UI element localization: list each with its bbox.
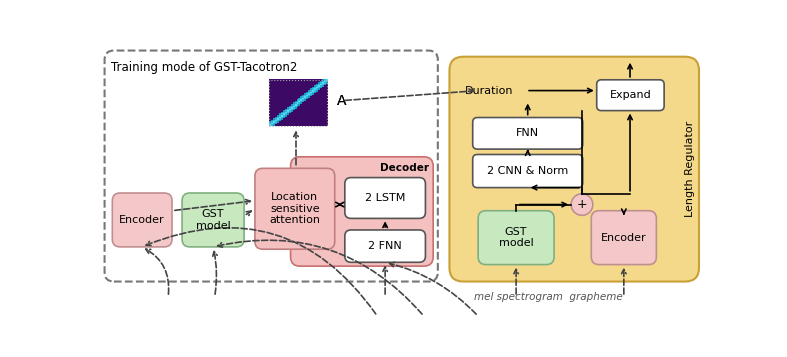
Text: Length Regulator: Length Regulator (685, 121, 695, 217)
FancyBboxPatch shape (255, 169, 334, 249)
Bar (269, 80, 327, 126)
Text: Encoder: Encoder (120, 215, 165, 225)
FancyBboxPatch shape (113, 193, 172, 247)
FancyBboxPatch shape (478, 211, 554, 265)
Text: Training mode of GST-Tacotron2: Training mode of GST-Tacotron2 (111, 61, 297, 74)
Text: A: A (337, 94, 346, 107)
Text: Duration: Duration (465, 86, 513, 96)
FancyBboxPatch shape (473, 155, 582, 187)
Text: FNN: FNN (516, 128, 539, 138)
FancyBboxPatch shape (591, 211, 656, 265)
Text: 2 FNN: 2 FNN (368, 241, 402, 251)
Circle shape (571, 194, 593, 215)
Text: Encoder: Encoder (601, 233, 647, 243)
Text: 2 LSTM: 2 LSTM (365, 193, 405, 203)
FancyBboxPatch shape (473, 117, 582, 149)
FancyBboxPatch shape (449, 57, 699, 282)
Text: mel spectrogram  grapheme: mel spectrogram grapheme (474, 292, 623, 302)
FancyBboxPatch shape (345, 230, 426, 262)
FancyBboxPatch shape (290, 157, 433, 266)
Text: 2 CNN & Norm: 2 CNN & Norm (487, 166, 568, 176)
Text: +: + (577, 198, 587, 211)
Text: GST
model: GST model (499, 227, 534, 248)
Text: Expand: Expand (610, 90, 652, 100)
Text: Location
sensitive
attention: Location sensitive attention (269, 192, 320, 225)
FancyBboxPatch shape (345, 177, 426, 218)
Text: GST
model: GST model (196, 209, 231, 231)
Text: Decoder: Decoder (379, 162, 429, 172)
FancyBboxPatch shape (182, 193, 244, 247)
FancyBboxPatch shape (597, 80, 664, 111)
Text: A: A (337, 94, 346, 107)
